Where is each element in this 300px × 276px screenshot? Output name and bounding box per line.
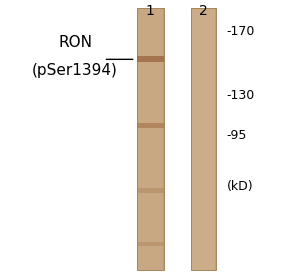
Text: -130: -130	[226, 89, 255, 102]
Bar	[136, 8, 164, 270]
Bar	[136, 243, 164, 246]
Bar	[136, 56, 164, 62]
Bar	[163, 8, 164, 270]
Bar	[136, 123, 164, 128]
Text: 2: 2	[199, 4, 208, 18]
Text: RON: RON	[58, 35, 92, 50]
Text: -170: -170	[226, 25, 255, 38]
Bar	[190, 8, 216, 270]
Text: (pSer1394): (pSer1394)	[32, 63, 118, 78]
Bar	[190, 8, 191, 270]
Bar	[136, 8, 137, 270]
Text: -95: -95	[226, 129, 247, 142]
Bar	[215, 8, 216, 270]
Bar	[136, 188, 164, 193]
Text: (kD): (kD)	[226, 180, 253, 193]
Text: 1: 1	[146, 4, 154, 18]
